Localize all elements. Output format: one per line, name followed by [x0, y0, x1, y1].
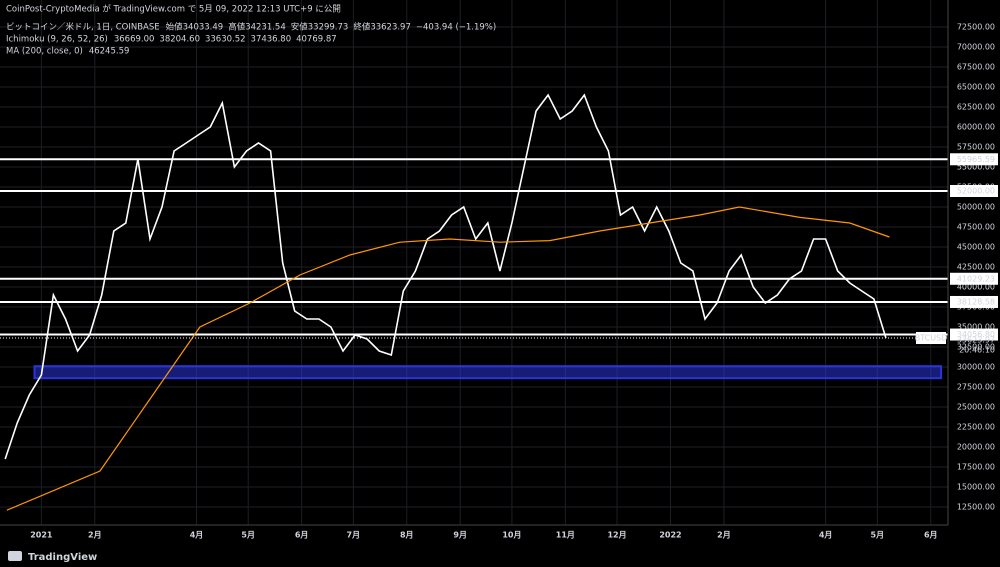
ohlc-value: 安値33299.73: [291, 22, 349, 33]
series-line: [6, 206, 890, 511]
ichimoku-name: Ichimoku (9, 26, 52, 26): [6, 35, 108, 45]
x-tick-label: 5月: [241, 531, 255, 540]
y-tick-label: 25000.00: [957, 403, 995, 412]
ma-name: MA (200, close, 0): [6, 47, 83, 57]
level-label-box: [950, 185, 998, 197]
symbol: ビットコイン／米ドル, 1日, COINBASE: [6, 22, 160, 33]
ichimoku-value: 38204.60: [159, 35, 200, 45]
y-tick-label: 57500.00: [957, 143, 995, 152]
ohlc-value: 高値34231.54: [228, 22, 286, 33]
level-label: 52000.00: [957, 187, 995, 196]
ma-value: 46245.59: [89, 47, 130, 57]
y-tick-label: 15000.00: [957, 483, 995, 492]
ichimoku-value: 33630.52: [205, 35, 246, 45]
y-tick-label: 55000.00: [957, 163, 995, 172]
level-label-box: [950, 153, 998, 166]
x-tick-label: 12月: [607, 531, 626, 540]
level-label-box: [950, 328, 998, 341]
price-time: 20:46:10: [959, 346, 995, 355]
x-tick-label: 4月: [819, 531, 833, 540]
y-tick-label: 22500.00: [957, 423, 995, 432]
y-tick-label: 40000.00: [957, 283, 995, 292]
y-tick-label: 35000.00: [957, 323, 995, 332]
price-label: 33623.97: [957, 336, 995, 345]
y-tick-label: 60000.00: [957, 123, 995, 132]
level-label-box: [950, 295, 998, 308]
x-tick-label: 6月: [295, 531, 309, 540]
x-tick-label: 2021: [30, 531, 53, 540]
level-label: 34056.80: [957, 330, 995, 339]
y-tick-label: 72500.00: [957, 23, 995, 32]
y-tick-label: 17500.00: [957, 463, 995, 472]
x-tick-label: 9月: [453, 531, 467, 540]
x-tick-label: 5月: [871, 531, 885, 540]
level-label-box: [950, 272, 998, 285]
y-tick-label: 12500.00: [957, 503, 995, 512]
level-label: 38128.58: [957, 297, 995, 306]
publisher: CoinPost-CryptoMedia が TradingView.com で…: [6, 4, 341, 15]
x-tick-label: 8月: [400, 531, 414, 540]
ichimoku-value: 36669.00: [114, 35, 155, 45]
y-tick-label: 42500.00: [957, 263, 995, 272]
series-line: [4, 93, 887, 460]
y-tick-label: 45000.00: [957, 243, 995, 252]
y-tick-label: 20000.00: [957, 443, 995, 452]
x-tick-label: 6月: [924, 531, 938, 540]
y-tick-label: 47500.00: [957, 223, 995, 232]
x-tick-label: 10月: [502, 531, 521, 540]
ohlc-value: 始値34033.49: [166, 22, 224, 33]
y-tick-label: 62500.00: [957, 103, 995, 112]
brand: TradingView: [28, 552, 97, 563]
y-tick-label: 50000.00: [957, 203, 995, 212]
price-label-name: BTCUSD: [915, 334, 948, 343]
x-tick-label: 11月: [556, 531, 575, 540]
ohlc-value: 終値33623.97: [353, 22, 411, 33]
level-label: 41029.23: [957, 274, 995, 283]
ichimoku-value: 40769.87: [296, 35, 337, 45]
level-label: 55965.59: [957, 155, 995, 164]
x-tick-label: 4月: [190, 531, 204, 540]
y-tick-label: 67500.00: [957, 63, 995, 72]
x-tick-label: 2月: [717, 531, 731, 540]
ichimoku-value: 37436.80: [251, 35, 292, 45]
ohlc-value: −403.94 (−1.19%): [416, 23, 496, 33]
price-label-box: [916, 332, 946, 345]
x-tick-label: 7月: [347, 531, 361, 540]
y-tick-label: 27500.00: [957, 383, 995, 392]
brand-logo: [8, 551, 22, 561]
y-tick-label: 65000.00: [957, 83, 995, 92]
x-tick-label: 2022: [659, 531, 681, 540]
support-zone: [33, 365, 943, 380]
y-tick-label: 32500.00: [957, 343, 995, 352]
y-tick-label: 70000.00: [957, 43, 995, 52]
y-tick-label: 30000.00: [957, 363, 995, 372]
plot: [0, 0, 948, 525]
x-tick-label: 2月: [88, 531, 102, 540]
